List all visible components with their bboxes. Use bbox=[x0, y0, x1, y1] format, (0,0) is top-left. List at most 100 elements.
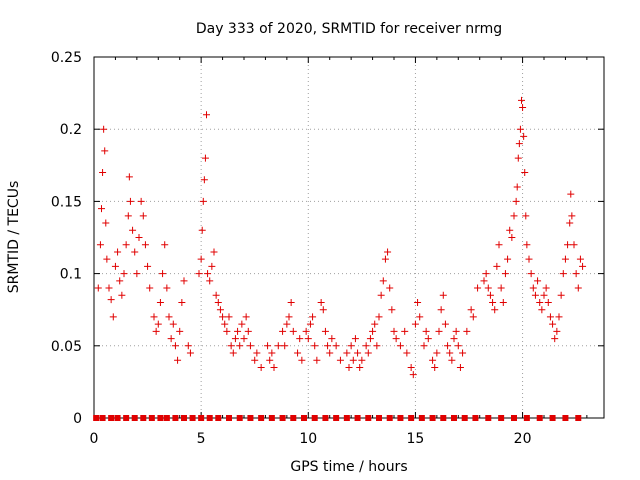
zero-marker bbox=[268, 415, 275, 421]
data-point bbox=[219, 313, 227, 321]
data-point bbox=[446, 349, 454, 357]
zero-marker bbox=[536, 415, 543, 421]
data-point bbox=[129, 226, 137, 234]
data-point bbox=[146, 284, 154, 292]
data-point bbox=[154, 320, 162, 328]
zero-marker bbox=[247, 415, 254, 421]
data-point bbox=[531, 291, 539, 299]
data-point bbox=[156, 298, 164, 306]
x-tick-label: 10 bbox=[299, 431, 317, 447]
data-point bbox=[474, 284, 482, 292]
data-point bbox=[411, 320, 419, 328]
y-tick-label: 0.2 bbox=[60, 122, 82, 138]
data-point bbox=[463, 327, 471, 335]
data-point bbox=[165, 313, 173, 321]
zero-marker bbox=[386, 415, 393, 421]
data-point bbox=[198, 226, 206, 234]
zero-marker bbox=[189, 415, 196, 421]
data-point bbox=[564, 241, 572, 249]
zero-marker bbox=[279, 415, 286, 421]
data-point bbox=[493, 262, 501, 270]
data-point bbox=[311, 342, 319, 350]
data-point bbox=[274, 342, 282, 350]
data-point bbox=[298, 356, 306, 364]
data-point bbox=[244, 327, 252, 335]
data-point bbox=[125, 173, 133, 181]
data-point bbox=[518, 96, 525, 104]
data-point bbox=[343, 349, 351, 357]
data-point bbox=[377, 291, 385, 299]
data-point bbox=[203, 111, 210, 119]
data-point bbox=[396, 342, 404, 350]
data-point bbox=[326, 349, 334, 357]
data-point bbox=[351, 335, 359, 343]
data-point bbox=[285, 313, 293, 321]
data-point bbox=[439, 291, 447, 299]
zero-marker bbox=[198, 415, 205, 421]
data-point bbox=[264, 342, 272, 350]
data-point bbox=[296, 335, 304, 343]
data-point bbox=[536, 298, 544, 306]
data-point bbox=[99, 169, 107, 177]
data-point bbox=[336, 356, 344, 364]
data-point bbox=[416, 313, 424, 321]
data-point bbox=[362, 342, 370, 350]
data-point bbox=[551, 335, 559, 343]
data-point bbox=[216, 306, 224, 314]
data-point bbox=[444, 342, 452, 350]
zero-marker bbox=[108, 415, 115, 421]
data-point bbox=[195, 270, 203, 278]
data-point bbox=[206, 277, 214, 285]
zero-marker bbox=[226, 415, 232, 421]
data-point bbox=[364, 349, 372, 357]
data-point bbox=[448, 356, 456, 364]
data-point bbox=[186, 349, 194, 357]
data-point bbox=[521, 169, 529, 177]
x-tick-label: 5 bbox=[197, 431, 206, 447]
data-point bbox=[553, 327, 561, 335]
y-tick-labels: 0 0.05 0.1 0.15 0.2 0.25 bbox=[51, 50, 82, 427]
data-point bbox=[520, 132, 528, 140]
data-point bbox=[484, 284, 492, 292]
data-point bbox=[469, 313, 477, 321]
zero-marker bbox=[236, 415, 243, 421]
data-point bbox=[515, 140, 523, 148]
zero-marker bbox=[157, 415, 164, 421]
zero-marker bbox=[472, 415, 479, 421]
data-point bbox=[212, 291, 220, 299]
data-point bbox=[495, 241, 503, 249]
data-point bbox=[94, 284, 102, 292]
x-tick-label: 15 bbox=[407, 431, 425, 447]
data-point bbox=[137, 197, 145, 205]
data-point bbox=[506, 226, 514, 234]
zero-marker bbox=[485, 415, 492, 421]
y-tick-label: 0.25 bbox=[51, 50, 82, 66]
grid-lines bbox=[94, 57, 604, 418]
data-point bbox=[287, 298, 295, 306]
data-point bbox=[386, 284, 394, 292]
data-point bbox=[366, 335, 374, 343]
x-tick-label: 0 bbox=[90, 431, 99, 447]
data-point bbox=[279, 327, 287, 335]
data-point bbox=[281, 342, 289, 350]
data-point bbox=[422, 327, 430, 335]
data-point bbox=[223, 327, 231, 335]
data-point bbox=[139, 212, 147, 220]
zero-marker bbox=[523, 415, 530, 421]
zero-marker bbox=[114, 415, 121, 421]
zero-marker bbox=[451, 415, 457, 421]
data-point bbox=[114, 248, 122, 256]
zero-marker bbox=[148, 415, 155, 421]
data-point bbox=[480, 277, 488, 285]
data-point bbox=[328, 335, 336, 343]
data-point bbox=[345, 363, 353, 371]
data-point bbox=[519, 104, 527, 112]
x-tick-label: 20 bbox=[514, 431, 532, 447]
data-point bbox=[579, 262, 587, 270]
data-point bbox=[197, 255, 205, 263]
data-point bbox=[266, 356, 274, 364]
data-point bbox=[424, 335, 432, 343]
data-point bbox=[96, 241, 104, 249]
data-point bbox=[570, 241, 578, 249]
zero-marker bbox=[575, 415, 582, 421]
